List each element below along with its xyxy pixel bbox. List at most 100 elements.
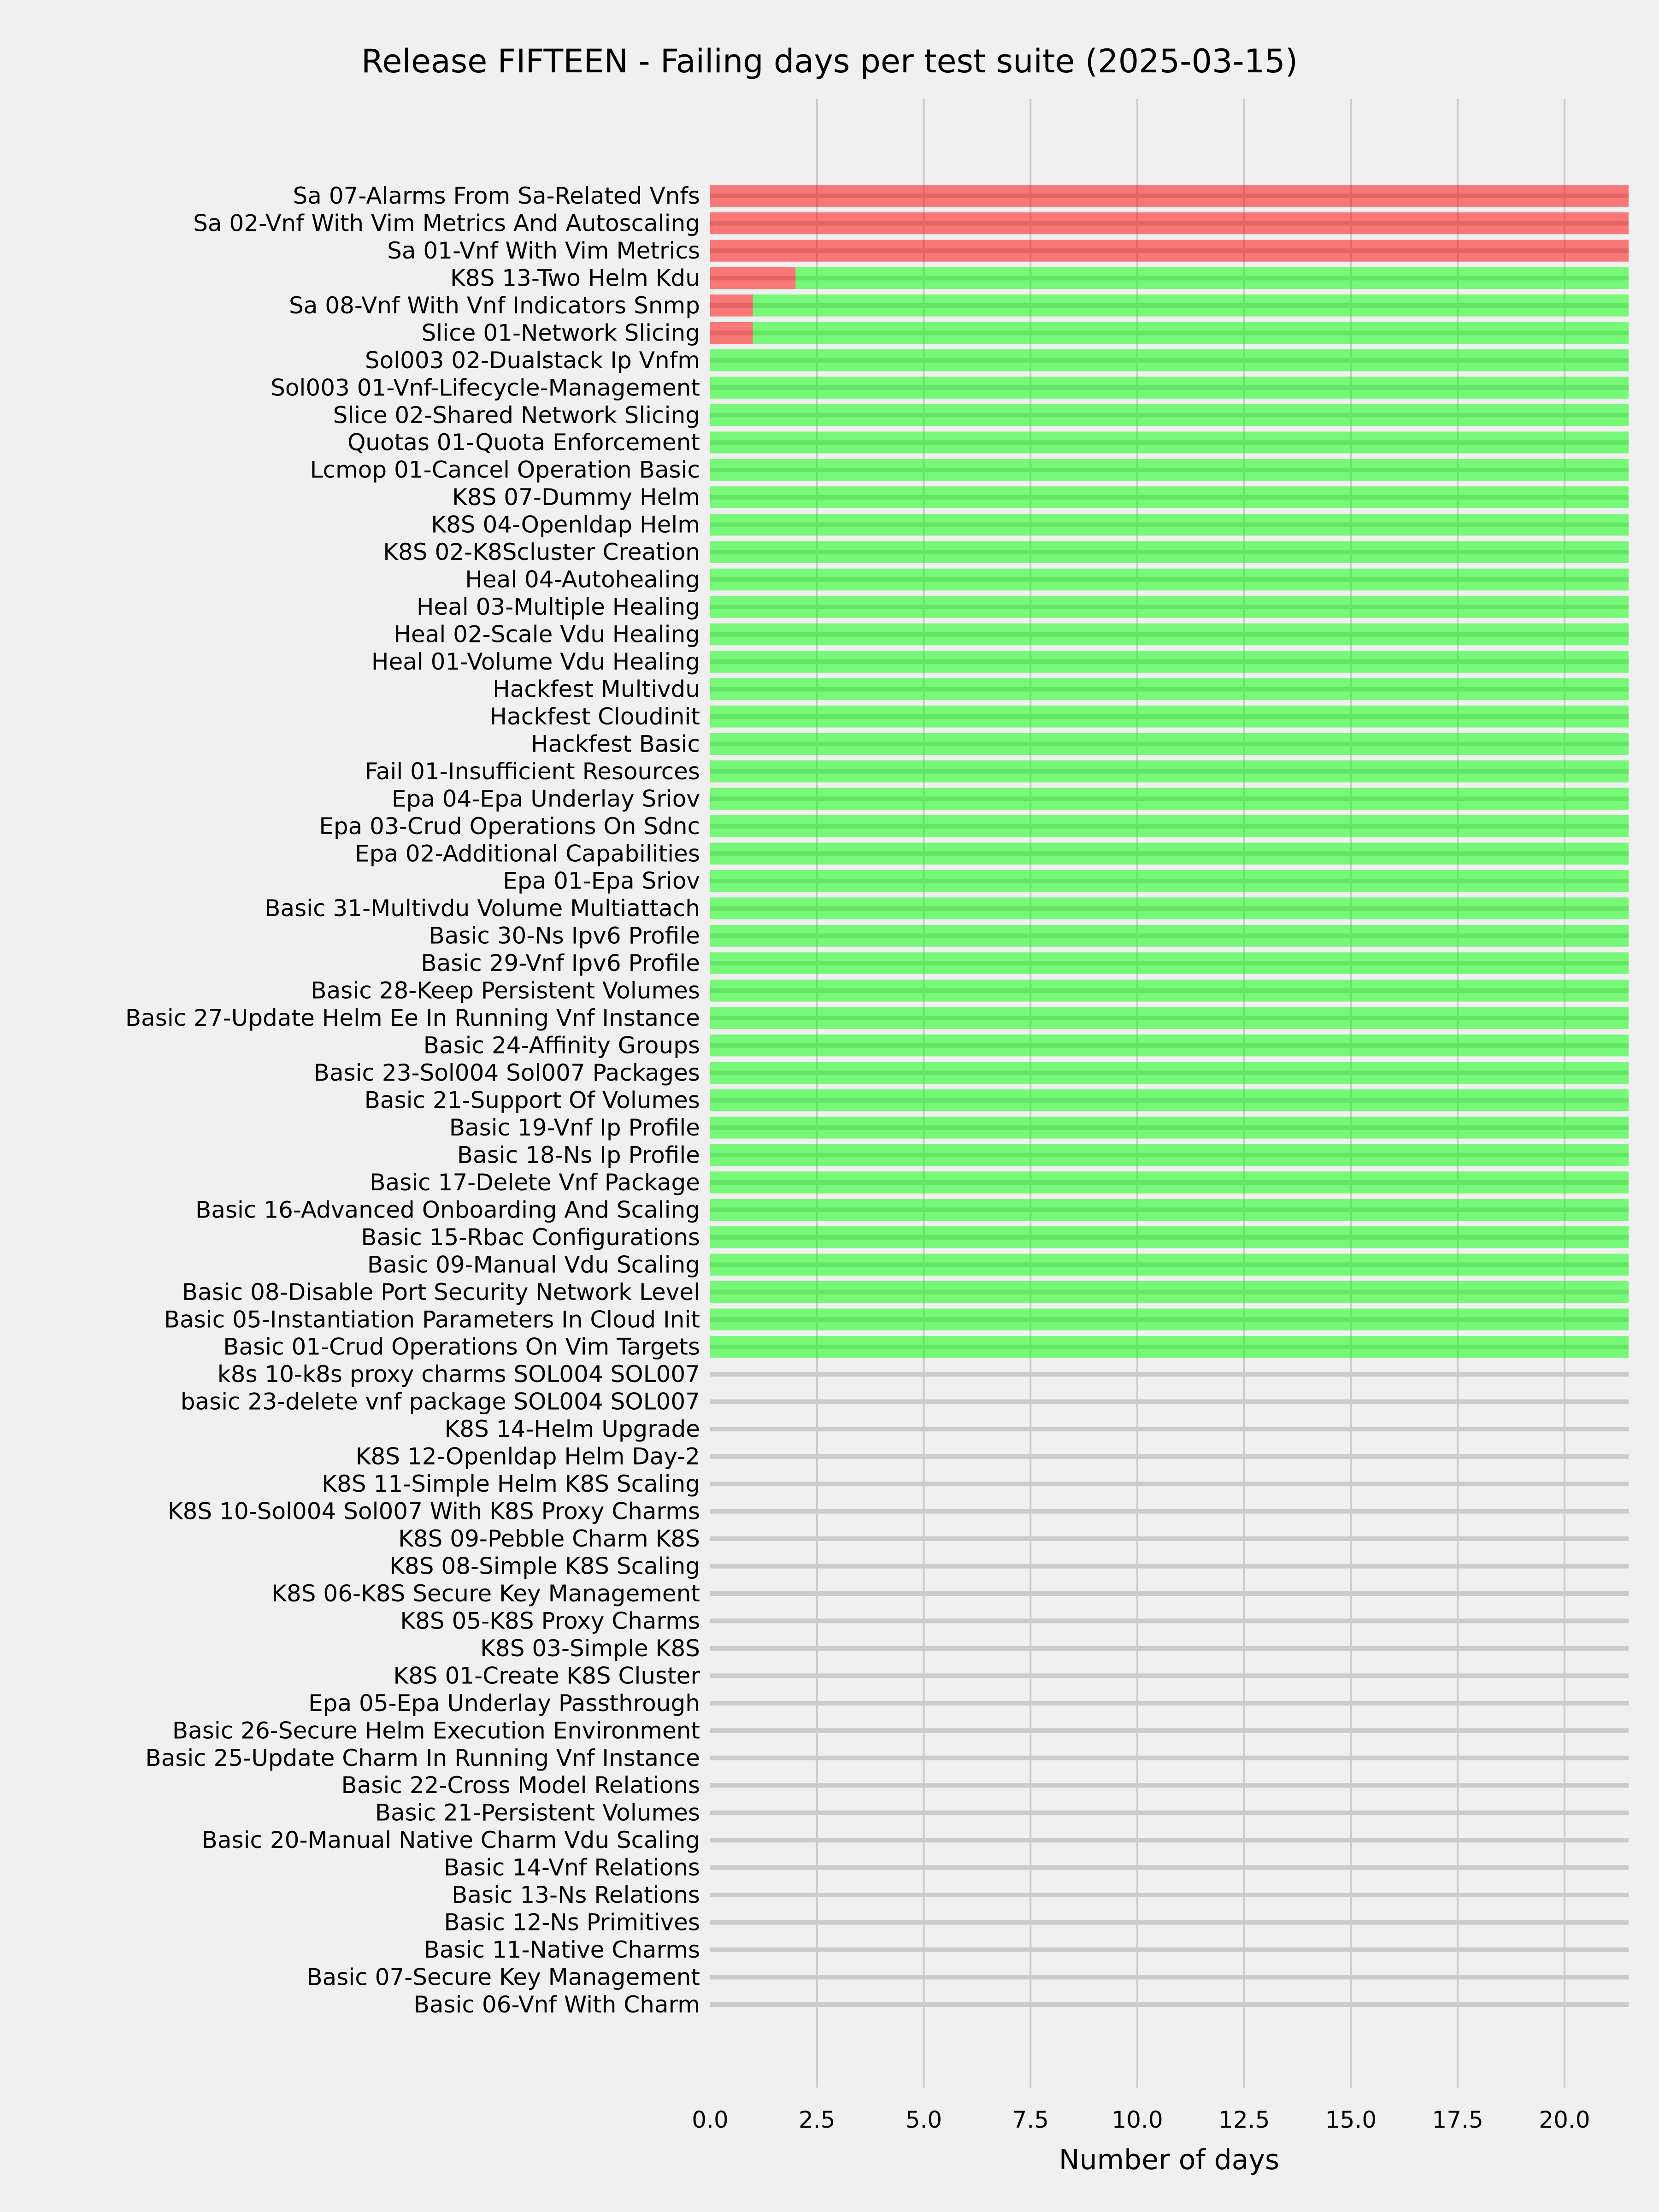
bar-passing bbox=[753, 294, 1629, 317]
bar-passing bbox=[710, 788, 1629, 810]
y-tick-label: Basic 16-Advanced Onboarding And Scaling bbox=[195, 1196, 700, 1223]
y-tick-label: K8S 11-Simple Helm K8S Scaling bbox=[322, 1471, 700, 1497]
bar-passing bbox=[710, 1226, 1629, 1248]
bar-passing bbox=[710, 952, 1629, 974]
y-tick-label: Heal 04-Autohealing bbox=[465, 566, 700, 593]
y-tick-label: Basic 06-Vnf With Charm bbox=[414, 1991, 700, 2018]
y-tick-label: K8S 03-Simple K8S bbox=[480, 1635, 700, 1662]
y-tick-label: Epa 04-Epa Underlay Sriov bbox=[392, 785, 700, 812]
bar-passing bbox=[710, 404, 1629, 426]
bar-passing bbox=[710, 815, 1629, 837]
y-tick-label: Basic 19-Vnf Ip Profile bbox=[449, 1114, 700, 1141]
y-tick-label: Sa 08-Vnf With Vnf Indicators Snmp bbox=[289, 292, 700, 319]
x-tick-label: 17.5 bbox=[1432, 2106, 1483, 2133]
bar-passing bbox=[710, 842, 1629, 865]
bar-passing bbox=[710, 486, 1629, 508]
y-tick-label: K8S 01-Create K8S Cluster bbox=[393, 1662, 700, 1689]
bar-passing bbox=[710, 431, 1629, 454]
y-tick-label: K8S 12-Openldap Helm Day-2 bbox=[356, 1443, 700, 1470]
y-tick-label: K8S 08-Simple K8S Scaling bbox=[389, 1553, 700, 1579]
y-tick-label: K8S 05-K8S Proxy Charms bbox=[400, 1607, 700, 1634]
bar-passing bbox=[710, 623, 1629, 646]
y-tick-label: Basic 20-Manual Native Charm Vdu Scaling bbox=[202, 1827, 700, 1853]
bar-passing bbox=[710, 349, 1629, 371]
bar-passing bbox=[795, 267, 1629, 289]
bar-passing bbox=[710, 979, 1629, 1002]
x-tick-label: 2.5 bbox=[799, 2106, 835, 2133]
y-tick-label: Epa 03-Crud Operations On Sdnc bbox=[319, 813, 700, 840]
y-tick-label: Basic 23-Sol004 Sol007 Packages bbox=[314, 1059, 700, 1086]
y-tick-label: Basic 24-Affinity Groups bbox=[424, 1032, 700, 1059]
y-tick-label: Lcmop 01-Cancel Operation Basic bbox=[310, 457, 700, 483]
bars bbox=[710, 185, 1629, 1358]
y-tick-label: Slice 02-Shared Network Slicing bbox=[333, 402, 700, 429]
y-tick-label: Basic 15-Rbac Configurations bbox=[361, 1224, 700, 1251]
y-tick-label: Basic 09-Manual Vdu Scaling bbox=[367, 1251, 700, 1278]
bar-passing bbox=[710, 924, 1629, 947]
x-tick-label: 20.0 bbox=[1539, 2106, 1590, 2133]
bar-failing bbox=[710, 212, 1629, 235]
y-tick-label: Epa 02-Additional Capabilities bbox=[355, 840, 700, 867]
y-tick-label: Hackfest Cloudinit bbox=[490, 703, 700, 730]
y-tick-label: Basic 12-Ns Primitives bbox=[444, 1909, 700, 1936]
bar-passing bbox=[710, 1281, 1629, 1303]
y-tick-label: K8S 13-Two Helm Kdu bbox=[450, 265, 700, 291]
bar-passing bbox=[710, 541, 1629, 563]
y-tick-label: Basic 27-Update Helm Ee In Running Vnf I… bbox=[125, 1005, 700, 1031]
bar-passing bbox=[710, 651, 1629, 673]
y-tick-label: Basic 21-Support Of Volumes bbox=[365, 1087, 700, 1114]
y-tick-label: Basic 29-Vnf Ipv6 Profile bbox=[421, 950, 700, 977]
x-tick-label: 10.0 bbox=[1112, 2106, 1163, 2133]
x-tick-label: 15.0 bbox=[1325, 2106, 1377, 2133]
x-axis-label: Number of days bbox=[1059, 2144, 1280, 2176]
y-tick-label: Basic 26-Secure Helm Execution Environme… bbox=[172, 1717, 700, 1744]
bar-passing bbox=[710, 513, 1629, 536]
bar-failing bbox=[710, 267, 796, 289]
y-tick-label: Slice 01-Network Slicing bbox=[422, 319, 700, 346]
bar-failing bbox=[710, 322, 753, 344]
y-tick-label: K8S 10-Sol004 Sol007 With K8S Proxy Char… bbox=[168, 1498, 700, 1525]
bar-passing bbox=[710, 1089, 1629, 1112]
y-tick-label: Quotas 01-Quota Enforcement bbox=[347, 429, 700, 456]
bar-passing bbox=[710, 678, 1629, 700]
bar-passing bbox=[753, 322, 1629, 344]
bar-failing bbox=[710, 185, 1629, 207]
bar-passing bbox=[710, 897, 1629, 919]
x-tick-label: 12.5 bbox=[1218, 2106, 1270, 2133]
y-tick-label: Basic 18-Ns Ip Profile bbox=[457, 1141, 700, 1168]
bar-passing bbox=[710, 1171, 1629, 1194]
y-tick-label: Basic 30-Ns Ipv6 Profile bbox=[429, 923, 700, 949]
chart-title: Release FIFTEEN - Failing days per test … bbox=[361, 42, 1298, 80]
y-tick-label: Basic 05-Instantiation Parameters In Clo… bbox=[164, 1306, 700, 1333]
y-tick-label: Sa 07-Alarms From Sa-Related Vnfs bbox=[293, 182, 700, 209]
y-tick-label: Hackfest Basic bbox=[531, 730, 700, 757]
y-tick-label: Basic 22-Cross Model Relations bbox=[341, 1772, 700, 1799]
bar-passing bbox=[710, 1253, 1629, 1276]
y-tick-label: K8S 06-K8S Secure Key Management bbox=[271, 1580, 700, 1607]
bar-passing bbox=[710, 733, 1629, 755]
y-tick-label: K8S 02-K8Scluster Creation bbox=[383, 539, 700, 565]
bar-passing bbox=[710, 1062, 1629, 1084]
bar-passing bbox=[710, 1335, 1629, 1358]
bar-passing bbox=[710, 1308, 1629, 1331]
y-tick-label: K8S 07-Dummy Helm bbox=[452, 484, 700, 511]
y-tick-label: Basic 01-Crud Operations On Vim Targets bbox=[223, 1334, 700, 1360]
y-tick-label: Basic 28-Keep Persistent Volumes bbox=[311, 977, 700, 1004]
y-tick-label: Heal 01-Volume Vdu Healing bbox=[371, 648, 700, 675]
y-tick-label: Sa 01-Vnf With Vim Metrics bbox=[387, 237, 700, 264]
bar-passing bbox=[710, 568, 1629, 591]
y-tick-label: Heal 02-Scale Vdu Healing bbox=[394, 621, 700, 648]
y-tick-label: Basic 21-Persistent Volumes bbox=[375, 1800, 700, 1826]
bar-passing bbox=[710, 1144, 1629, 1166]
bar-failing bbox=[710, 240, 1629, 262]
x-tick-label: 0.0 bbox=[692, 2106, 729, 2133]
bar-passing bbox=[710, 459, 1629, 481]
bar-passing bbox=[710, 1007, 1629, 1029]
bar-passing bbox=[710, 1199, 1629, 1221]
y-tick-label: Sol003 02-Dualstack Ip Vnfm bbox=[365, 347, 700, 374]
y-tick-label: Basic 14-Vnf Relations bbox=[444, 1854, 700, 1881]
y-tick-label: Sa 02-Vnf With Vim Metrics And Autoscali… bbox=[193, 210, 700, 236]
y-tick-label: Basic 11-Native Charms bbox=[424, 1936, 700, 1963]
